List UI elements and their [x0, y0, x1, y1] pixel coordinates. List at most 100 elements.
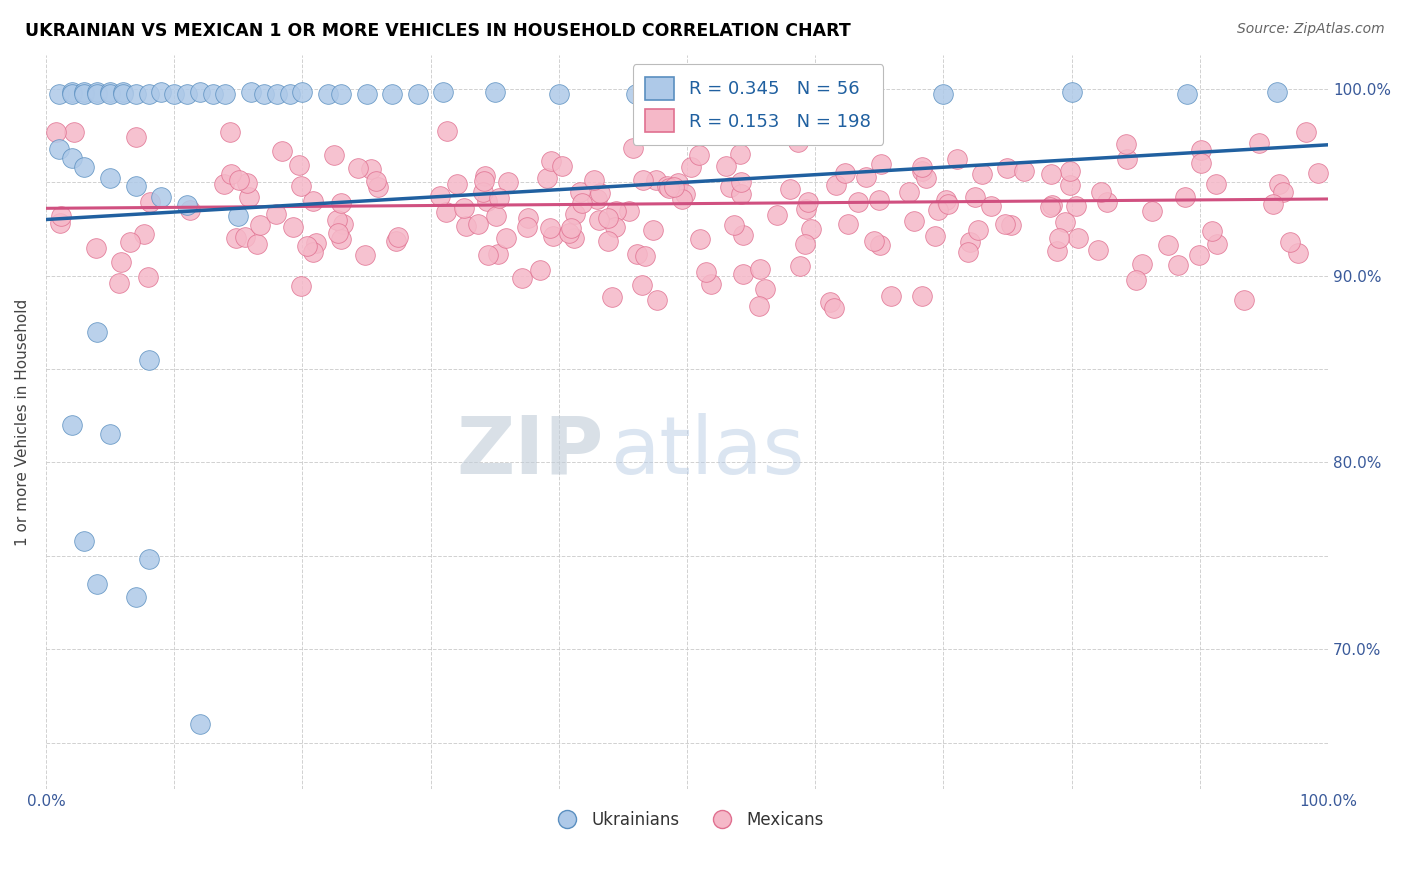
Point [598, 211, 620, 225]
Point [73, 160, 96, 174]
Point [498, 175, 520, 189]
Point [86, 87, 108, 102]
Point [624, 87, 647, 102]
Point [786, 135, 808, 149]
Point [271, 144, 294, 158]
Point [1090, 186, 1112, 200]
Point [869, 238, 891, 252]
Point [84, 241, 107, 255]
Point [621, 141, 644, 155]
Point [551, 159, 574, 173]
Point [569, 185, 592, 199]
Point [834, 166, 856, 180]
Point [626, 246, 648, 260]
Point [634, 249, 657, 263]
Point [432, 86, 454, 100]
Point [60, 417, 83, 432]
Point [176, 87, 198, 102]
Point [73, 533, 96, 548]
Point [1064, 199, 1087, 213]
Point [332, 217, 354, 231]
Point [367, 180, 389, 194]
Point [495, 231, 517, 245]
Point [1174, 190, 1197, 204]
Point [49, 209, 72, 223]
Point [281, 219, 304, 234]
Point [138, 87, 160, 102]
Point [330, 195, 353, 210]
Point [1167, 258, 1189, 272]
Point [60, 151, 83, 165]
Point [647, 293, 669, 308]
Point [848, 194, 870, 209]
Point [1040, 198, 1063, 212]
Point [800, 221, 823, 235]
Point [817, 86, 839, 100]
Point [596, 234, 619, 248]
Text: UKRAINIAN VS MEXICAN 1 OR MORE VEHICLES IN HOUSEHOLD CORRELATION CHART: UKRAINIAN VS MEXICAN 1 OR MORE VEHICLES … [25, 22, 851, 40]
Point [176, 197, 198, 211]
Point [671, 192, 693, 206]
Point [644, 173, 666, 187]
Point [138, 352, 160, 367]
Point [730, 186, 752, 201]
Point [474, 169, 496, 183]
Point [748, 299, 770, 313]
Point [347, 161, 370, 175]
Point [301, 245, 323, 260]
Point [266, 87, 288, 102]
Point [1205, 177, 1227, 191]
Point [731, 227, 754, 242]
Point [862, 116, 884, 130]
Point [1116, 152, 1139, 166]
Point [139, 195, 162, 210]
Point [789, 259, 811, 273]
Point [1000, 218, 1022, 232]
Point [765, 208, 787, 222]
Point [911, 161, 934, 175]
Point [1040, 167, 1063, 181]
Point [824, 178, 846, 192]
Point [485, 209, 508, 223]
Point [995, 161, 1018, 175]
Point [558, 226, 581, 240]
Point [125, 87, 148, 102]
Point [322, 147, 344, 161]
Point [290, 279, 312, 293]
Point [107, 276, 129, 290]
Point [63, 125, 86, 139]
Point [188, 716, 211, 731]
Y-axis label: 1 or more Vehicles in Household: 1 or more Vehicles in Household [15, 299, 30, 546]
Point [547, 87, 569, 102]
Point [446, 178, 468, 192]
Point [1188, 248, 1211, 262]
Point [1233, 293, 1256, 308]
Point [236, 176, 259, 190]
Point [797, 195, 820, 210]
Point [1115, 136, 1137, 151]
Point [467, 218, 489, 232]
Point [48, 142, 70, 156]
Point [779, 181, 801, 195]
Point [253, 87, 276, 102]
Point [868, 193, 890, 207]
Point [120, 235, 142, 249]
Point [86, 325, 108, 339]
Point [794, 202, 817, 217]
Point [163, 87, 186, 102]
Point [326, 213, 349, 227]
Point [434, 204, 457, 219]
Point [914, 171, 936, 186]
Point [700, 277, 723, 291]
Point [980, 199, 1002, 213]
Point [970, 167, 993, 181]
Text: ZIP: ZIP [457, 412, 603, 491]
Point [124, 129, 146, 144]
Point [631, 277, 654, 292]
Point [932, 87, 955, 102]
Point [870, 157, 893, 171]
Point [600, 290, 623, 304]
Point [486, 247, 509, 261]
Point [936, 197, 959, 211]
Point [959, 235, 981, 250]
